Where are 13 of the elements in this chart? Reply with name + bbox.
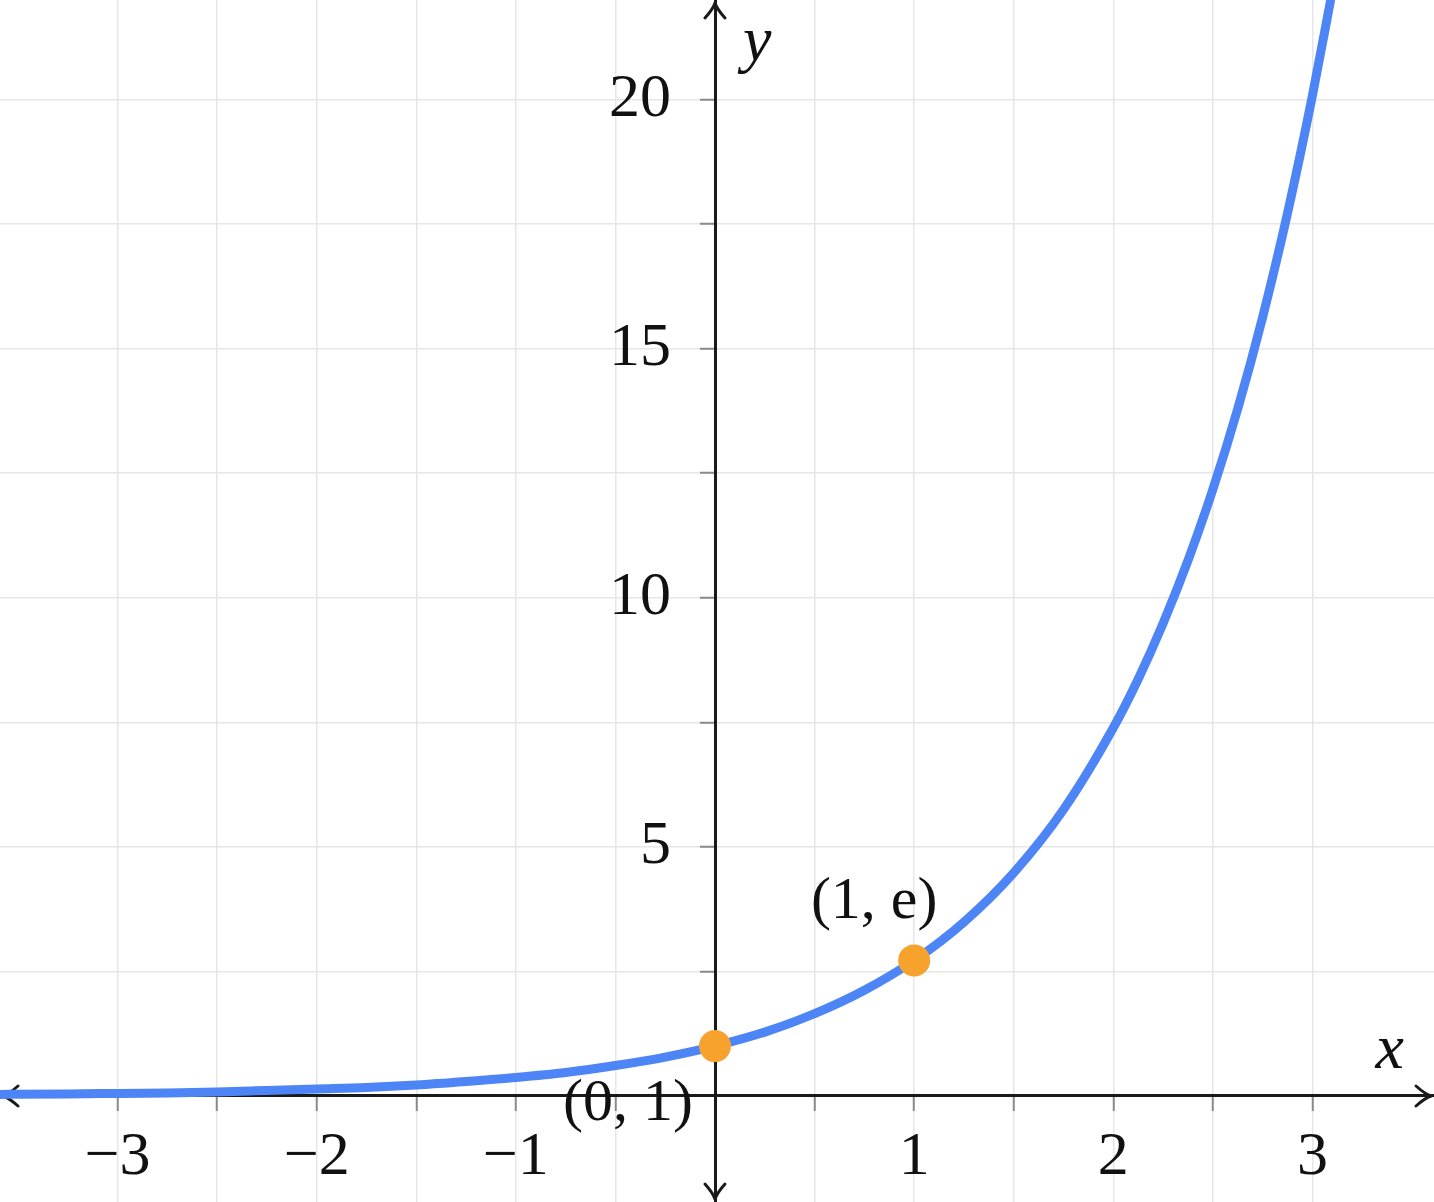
x-tick-label: 2: [1097, 1119, 1129, 1188]
x-axis-title: x: [1374, 1010, 1404, 1082]
y-tick-label: 10: [609, 559, 672, 628]
x-tick-label: 3: [1297, 1119, 1329, 1188]
annotation: (1, e): [810, 865, 938, 932]
x-tick-label: −2: [283, 1119, 350, 1188]
y-tick-label: 20: [609, 60, 672, 129]
y-tick-label: 5: [640, 808, 672, 877]
y-tick-label: 15: [609, 309, 672, 378]
x-tick-label: 1: [898, 1119, 930, 1188]
y-axis-title: y: [737, 3, 773, 74]
x-tick-label: −1: [482, 1119, 549, 1188]
x-tick-label: −3: [84, 1119, 151, 1188]
